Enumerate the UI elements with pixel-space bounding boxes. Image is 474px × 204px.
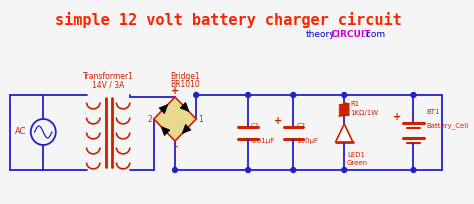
Circle shape [411,167,416,173]
Circle shape [411,92,416,98]
Polygon shape [154,97,196,141]
Text: -: - [173,142,177,152]
Text: .com: .com [364,30,385,39]
Text: 0.01μF: 0.01μF [251,137,275,143]
Text: +: + [171,86,179,96]
Polygon shape [159,104,168,114]
Text: Battery_Cell: Battery_Cell [426,122,468,129]
Polygon shape [336,124,353,142]
Text: C2: C2 [296,123,305,130]
Text: 2: 2 [147,114,152,123]
Circle shape [246,92,250,98]
Circle shape [342,167,346,173]
Circle shape [173,167,177,173]
Circle shape [291,167,296,173]
Text: 1: 1 [198,114,203,123]
Polygon shape [161,126,170,136]
Text: theory: theory [306,30,336,39]
Text: R1: R1 [350,102,359,108]
Circle shape [342,92,346,98]
Circle shape [246,167,250,173]
Polygon shape [182,124,191,134]
Text: BT1: BT1 [426,109,439,114]
Text: Bridge1: Bridge1 [170,72,200,81]
Text: C1: C1 [251,123,260,130]
Text: CIRCUIT: CIRCUIT [331,30,371,39]
Text: 14V / 3A: 14V / 3A [92,80,124,89]
Text: simple 12 volt battery charger circuit: simple 12 volt battery charger circuit [55,12,401,28]
Text: +: + [393,112,401,122]
Text: LED1: LED1 [347,152,365,158]
Circle shape [194,92,199,98]
Text: AC: AC [16,128,27,136]
Text: 100μF: 100μF [296,137,318,143]
Text: +: + [273,115,282,125]
Polygon shape [180,102,189,112]
Text: BR1010: BR1010 [170,80,200,89]
Circle shape [291,92,296,98]
Text: Transformer1: Transformer1 [83,72,134,81]
Text: 1KΩ/1W: 1KΩ/1W [350,110,378,115]
Text: Green: Green [347,160,368,166]
